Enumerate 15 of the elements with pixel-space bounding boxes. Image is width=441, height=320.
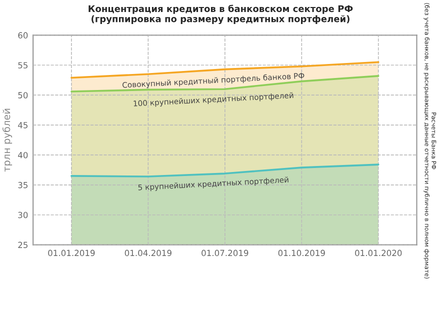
y-tick-label: 25 [18, 242, 28, 248]
y-tick-label: 50 [18, 92, 28, 98]
x-tick-label: 01.10.2019 [278, 250, 325, 256]
y-tick-label: 60 [18, 32, 28, 38]
y-tick-label: 30 [18, 212, 28, 218]
chart-title: Концентрация кредитов в банковском секторе РФ (группировка по размеру кредитных портфелей) [88, 4, 353, 24]
y-tick-label: 40 [18, 152, 28, 158]
y-axis-title: трлн рублей [2, 108, 12, 172]
y-tick-label: 55 [18, 62, 28, 68]
y-tick-label: 35 [18, 182, 28, 188]
x-tick-label: 01.01.2019 [48, 250, 95, 256]
y-tick-label: 45 [18, 122, 28, 128]
x-tick-label: 01.07.2019 [202, 250, 248, 256]
x-tick-label: 01.01.2020 [355, 250, 402, 256]
x-tick-label: 01.04.2019 [124, 250, 172, 256]
